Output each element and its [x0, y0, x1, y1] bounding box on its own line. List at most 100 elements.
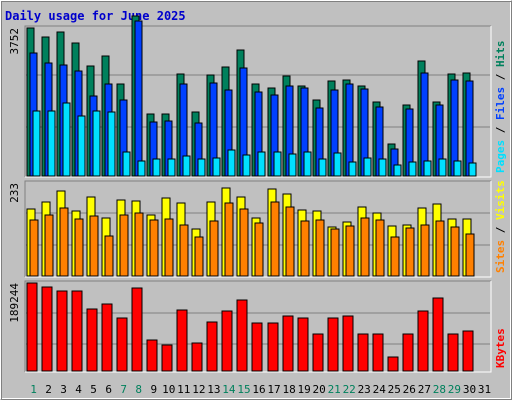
bar-pages-day-20 — [318, 158, 327, 177]
legend-entry-sites: Sites — [494, 240, 507, 273]
x-tick-label-day-21: 21 — [328, 383, 341, 396]
x-tick-label-day-1: 1 — [30, 383, 37, 396]
panel-kbytes: 189244 KBytes — [8, 280, 507, 373]
x-tick-label-day-13: 13 — [207, 383, 220, 396]
x-axis-tick-labels: 1 2 3 4 5 6 7 8 9 10 11 12 13 14 15 16 17 18 19 20 21 22 23 24 2… — [30, 383, 491, 396]
x-tick-label-day-10: 10 — [162, 383, 175, 396]
legend-entry-kbytes: KBytes — [494, 328, 507, 368]
x-tick-label-day-14: 14 — [222, 383, 236, 396]
bar-kbytes-day-9 — [146, 339, 158, 372]
bar-sites-day-27 — [420, 224, 430, 277]
bar-sites-day-22 — [345, 225, 355, 277]
bar-kbytes-day-4 — [71, 290, 83, 372]
legend: Pages / Files / Hits — [494, 41, 507, 174]
bar-sites-day-24 — [375, 219, 385, 277]
bar-pages-day-13 — [212, 157, 221, 177]
bar-sites-day-5 — [89, 215, 99, 277]
bar-sites-day-2 — [44, 214, 54, 277]
bar-kbytes-day-28 — [432, 297, 444, 372]
x-tick-label-day-28: 28 — [433, 383, 446, 396]
bar-sites-day-30 — [465, 233, 475, 277]
bar-kbytes-day-1 — [26, 282, 38, 372]
bar-sites-day-16 — [254, 222, 264, 277]
series-kbytes — [26, 282, 474, 372]
chart-title: Daily usage for June 2025 — [5, 9, 186, 23]
bar-pages-day-30 — [468, 162, 477, 177]
y-max-label: 233 — [8, 183, 21, 203]
series-sites — [29, 201, 475, 277]
bar-sites-day-17 — [270, 201, 280, 277]
bar-pages-day-16 — [257, 151, 266, 177]
bar-pages-day-6 — [107, 111, 116, 177]
bar-kbytes-day-27 — [417, 310, 429, 372]
bar-pages-day-14 — [227, 149, 236, 177]
x-tick-label-day-29: 29 — [448, 383, 461, 396]
bar-sites-day-29 — [450, 226, 460, 277]
bar-kbytes-day-12 — [191, 342, 203, 372]
bar-kbytes-day-7 — [116, 317, 128, 372]
bar-sites-day-15 — [239, 208, 249, 277]
bar-sites-day-20 — [315, 219, 325, 277]
bar-kbytes-day-29 — [447, 333, 459, 372]
panel-border-dark — [24, 180, 491, 277]
bar-kbytes-day-19 — [297, 317, 309, 372]
x-tick-label-day-30: 30 — [463, 383, 476, 396]
x-tick-label-day-15: 15 — [237, 383, 250, 396]
bar-pages-day-24 — [378, 158, 387, 177]
x-tick-label-day-25: 25 — [388, 383, 401, 396]
bar-pages-day-21 — [333, 152, 342, 177]
bar-sites-day-3 — [59, 207, 69, 277]
bar-files-day-8 — [134, 20, 143, 177]
bar-sites-day-8 — [134, 212, 144, 277]
x-tick-label-day-26: 26 — [403, 383, 416, 396]
legend-entry-hits: Hits — [494, 41, 507, 68]
panel-border-dark — [24, 25, 491, 177]
x-tick-label-day-24: 24 — [373, 383, 387, 396]
bar-sites-day-14 — [224, 202, 234, 277]
legend-entry-files: Files — [494, 87, 507, 120]
x-tick-label-day-18: 18 — [282, 383, 295, 396]
bar-pages-day-5 — [92, 110, 101, 177]
series-pages — [32, 102, 477, 177]
panel-border-dark — [24, 280, 491, 372]
bar-sites-day-7 — [119, 214, 129, 277]
x-tick-label-day-11: 11 — [177, 383, 190, 396]
x-tick-label-day-20: 20 — [312, 383, 325, 396]
bar-sites-day-13 — [209, 220, 219, 277]
bar-pages-day-28 — [438, 158, 447, 177]
bar-sites-day-12 — [194, 236, 204, 277]
panel-border-light — [25, 181, 492, 278]
bar-kbytes-day-21 — [327, 317, 339, 372]
bar-pages-day-17 — [273, 151, 282, 177]
legend-separator: / — [494, 220, 507, 240]
bar-files-day-30 — [465, 80, 474, 177]
bar-pages-day-8 — [137, 160, 146, 177]
bar-kbytes-day-5 — [86, 308, 98, 372]
bar-kbytes-day-20 — [312, 333, 324, 372]
bar-kbytes-day-11 — [176, 309, 188, 372]
bar-pages-day-29 — [453, 160, 462, 177]
x-tick-label-day-16: 16 — [252, 383, 265, 396]
bar-kbytes-day-25 — [387, 356, 399, 372]
bar-kbytes-day-6 — [101, 303, 113, 372]
bar-sites-day-10 — [164, 218, 174, 277]
bar-pages-day-22 — [348, 161, 357, 177]
bar-pages-day-25 — [393, 164, 402, 177]
x-tick-label-day-6: 6 — [105, 383, 112, 396]
bar-kbytes-day-2 — [41, 286, 53, 372]
bar-kbytes-day-10 — [161, 344, 173, 372]
x-tick-label-day-7: 7 — [120, 383, 127, 396]
bar-sites-day-25 — [390, 236, 400, 277]
x-tick-label-day-8: 8 — [135, 383, 142, 396]
y-max-label: 3752 — [8, 28, 21, 55]
bar-pages-day-10 — [167, 158, 176, 177]
bar-pages-day-18 — [288, 153, 297, 177]
bar-sites-day-11 — [179, 224, 189, 277]
panel-border-light — [25, 26, 492, 178]
bar-kbytes-day-30 — [462, 330, 474, 372]
panel-border-light — [25, 281, 492, 373]
x-tick-label-day-31: 31 — [478, 383, 491, 396]
bar-sites-day-4 — [74, 218, 84, 277]
